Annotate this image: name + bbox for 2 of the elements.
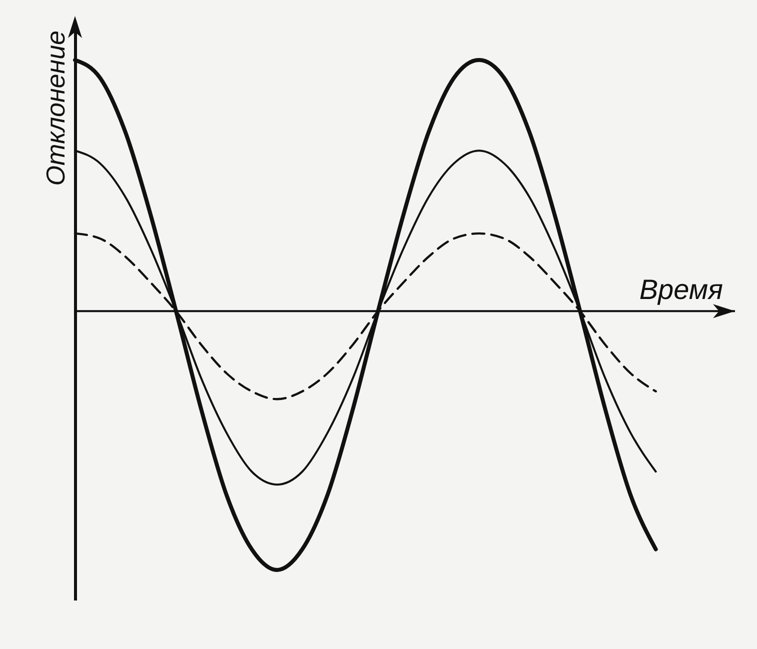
x-axis-title: Время — [639, 274, 724, 306]
y-axis-title: Отклонение — [40, 30, 70, 186]
